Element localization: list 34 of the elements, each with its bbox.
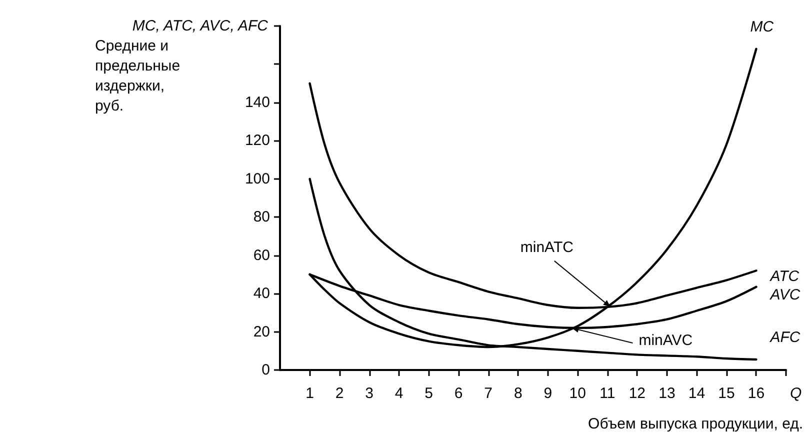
y-tick-label: 0 — [262, 362, 270, 378]
x-tick-label: 8 — [514, 385, 522, 402]
annotation: minAVC — [638, 332, 693, 349]
text: Средние и предельные издержки, руб. — [95, 38, 184, 114]
annotation: minATC — [520, 238, 574, 256]
x-tick-label: 15 — [718, 385, 735, 402]
x-tick-label: 11 — [600, 385, 616, 402]
x-tick-label: 9 — [544, 385, 552, 402]
x-tick-label: 3 — [365, 385, 374, 402]
x-tick-label: 14 — [688, 385, 706, 402]
y-tick-label: 100 — [244, 170, 270, 188]
x-axis-title: Q — [790, 385, 802, 402]
y-axis-title: MC, ATC, AVC, AFC — [132, 18, 268, 34]
y-tick-label: 60 — [253, 246, 270, 264]
x-tick-label: 5 — [424, 385, 433, 402]
x-tick-label: 7 — [484, 385, 493, 402]
x-tick-label: 2 — [335, 385, 344, 402]
series-label: MC — [750, 18, 774, 36]
series-label: ATC — [769, 268, 800, 286]
x-tick-label: 12 — [628, 385, 646, 402]
x-tick-label: 10 — [569, 385, 586, 402]
y-tick-label: 20 — [253, 323, 270, 340]
x-tick-label: 13 — [658, 385, 676, 402]
y-tick-label: 120 — [244, 132, 270, 150]
x-tick-label: 16 — [748, 385, 765, 402]
x-tick-label: 6 — [454, 385, 463, 402]
y-tick-label: 140 — [244, 94, 270, 111]
series-label: AFC — [769, 328, 800, 346]
x-tick-label: 1 — [306, 385, 314, 402]
y-tick-label: 40 — [253, 285, 270, 302]
y-tick-label: 80 — [253, 208, 270, 226]
series-label: AVC — [769, 286, 800, 304]
x-tick-label: 4 — [394, 385, 404, 402]
text: Объем выпуска продукции, ед. — [588, 416, 804, 432]
